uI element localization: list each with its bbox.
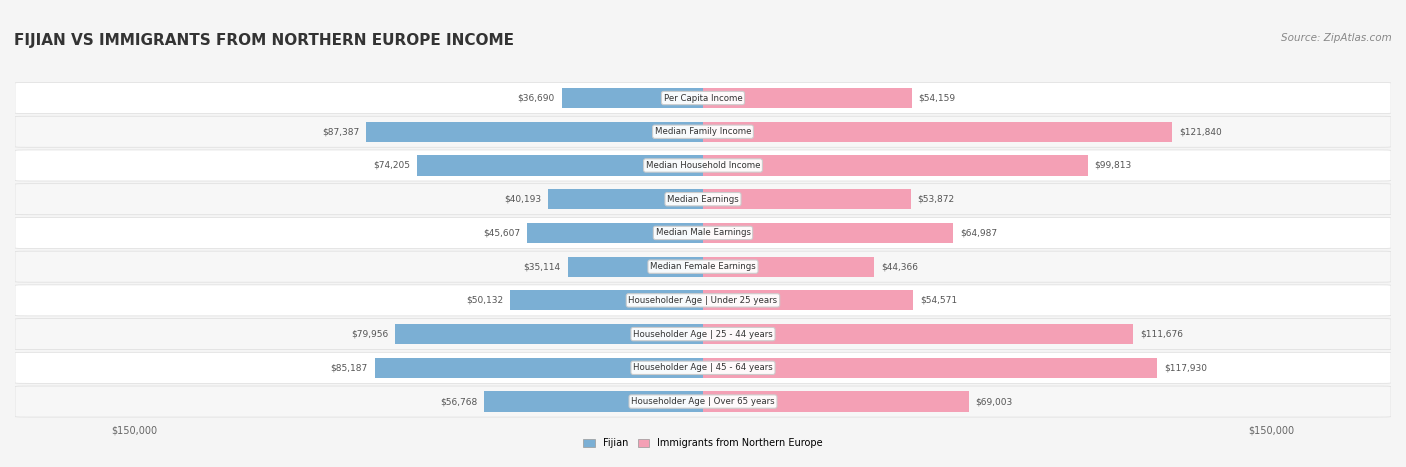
Bar bbox=[703, 358, 1157, 378]
Text: Householder Age | 25 - 44 years: Householder Age | 25 - 44 years bbox=[633, 330, 773, 339]
Text: Householder Age | 45 - 64 years: Householder Age | 45 - 64 years bbox=[633, 363, 773, 372]
FancyBboxPatch shape bbox=[15, 352, 1391, 383]
Bar bbox=[703, 156, 1088, 176]
Text: $121,840: $121,840 bbox=[1180, 127, 1222, 136]
FancyBboxPatch shape bbox=[15, 150, 1391, 181]
Text: Per Capita Income: Per Capita Income bbox=[664, 93, 742, 103]
Text: $40,193: $40,193 bbox=[505, 195, 541, 204]
Text: Householder Age | Under 25 years: Householder Age | Under 25 years bbox=[628, 296, 778, 305]
Text: $53,872: $53,872 bbox=[918, 195, 955, 204]
Text: $85,187: $85,187 bbox=[330, 363, 368, 372]
Text: $45,607: $45,607 bbox=[484, 228, 520, 237]
Bar bbox=[568, 256, 703, 277]
Bar bbox=[367, 121, 703, 142]
FancyBboxPatch shape bbox=[15, 116, 1391, 147]
Text: $87,387: $87,387 bbox=[322, 127, 360, 136]
FancyBboxPatch shape bbox=[15, 184, 1391, 215]
Bar bbox=[703, 290, 914, 311]
Text: $54,571: $54,571 bbox=[920, 296, 957, 305]
Bar bbox=[561, 88, 703, 108]
Text: $50,132: $50,132 bbox=[465, 296, 503, 305]
Legend: Fijian, Immigrants from Northern Europe: Fijian, Immigrants from Northern Europe bbox=[579, 434, 827, 452]
Text: Median Male Earnings: Median Male Earnings bbox=[655, 228, 751, 237]
Text: $99,813: $99,813 bbox=[1094, 161, 1132, 170]
Text: $150,000: $150,000 bbox=[111, 425, 157, 435]
Text: Median Household Income: Median Household Income bbox=[645, 161, 761, 170]
Bar bbox=[375, 358, 703, 378]
Bar bbox=[527, 223, 703, 243]
FancyBboxPatch shape bbox=[15, 318, 1391, 350]
FancyBboxPatch shape bbox=[15, 83, 1391, 113]
Bar bbox=[395, 324, 703, 344]
Bar bbox=[703, 391, 969, 412]
Text: $79,956: $79,956 bbox=[352, 330, 388, 339]
Text: $56,768: $56,768 bbox=[440, 397, 478, 406]
Text: $74,205: $74,205 bbox=[373, 161, 411, 170]
FancyBboxPatch shape bbox=[15, 218, 1391, 248]
Bar bbox=[703, 223, 953, 243]
Text: $54,159: $54,159 bbox=[918, 93, 956, 103]
Bar bbox=[703, 256, 875, 277]
Bar bbox=[510, 290, 703, 311]
Text: $150,000: $150,000 bbox=[1249, 425, 1295, 435]
Bar bbox=[703, 324, 1133, 344]
Text: Median Female Earnings: Median Female Earnings bbox=[650, 262, 756, 271]
Bar bbox=[703, 88, 911, 108]
Text: $35,114: $35,114 bbox=[523, 262, 561, 271]
Text: $64,987: $64,987 bbox=[960, 228, 997, 237]
Text: $111,676: $111,676 bbox=[1140, 330, 1182, 339]
Bar bbox=[484, 391, 703, 412]
Text: Householder Age | Over 65 years: Householder Age | Over 65 years bbox=[631, 397, 775, 406]
Bar bbox=[548, 189, 703, 209]
Text: $36,690: $36,690 bbox=[517, 93, 555, 103]
FancyBboxPatch shape bbox=[15, 386, 1391, 417]
Text: $69,003: $69,003 bbox=[976, 397, 1012, 406]
Text: $44,366: $44,366 bbox=[880, 262, 918, 271]
FancyBboxPatch shape bbox=[15, 285, 1391, 316]
Bar bbox=[418, 156, 703, 176]
Text: Median Family Income: Median Family Income bbox=[655, 127, 751, 136]
Bar bbox=[703, 189, 911, 209]
Bar bbox=[703, 121, 1173, 142]
FancyBboxPatch shape bbox=[15, 251, 1391, 282]
Text: Source: ZipAtlas.com: Source: ZipAtlas.com bbox=[1281, 33, 1392, 42]
Text: FIJIAN VS IMMIGRANTS FROM NORTHERN EUROPE INCOME: FIJIAN VS IMMIGRANTS FROM NORTHERN EUROP… bbox=[14, 33, 515, 48]
Text: $117,930: $117,930 bbox=[1164, 363, 1208, 372]
Text: Median Earnings: Median Earnings bbox=[666, 195, 740, 204]
